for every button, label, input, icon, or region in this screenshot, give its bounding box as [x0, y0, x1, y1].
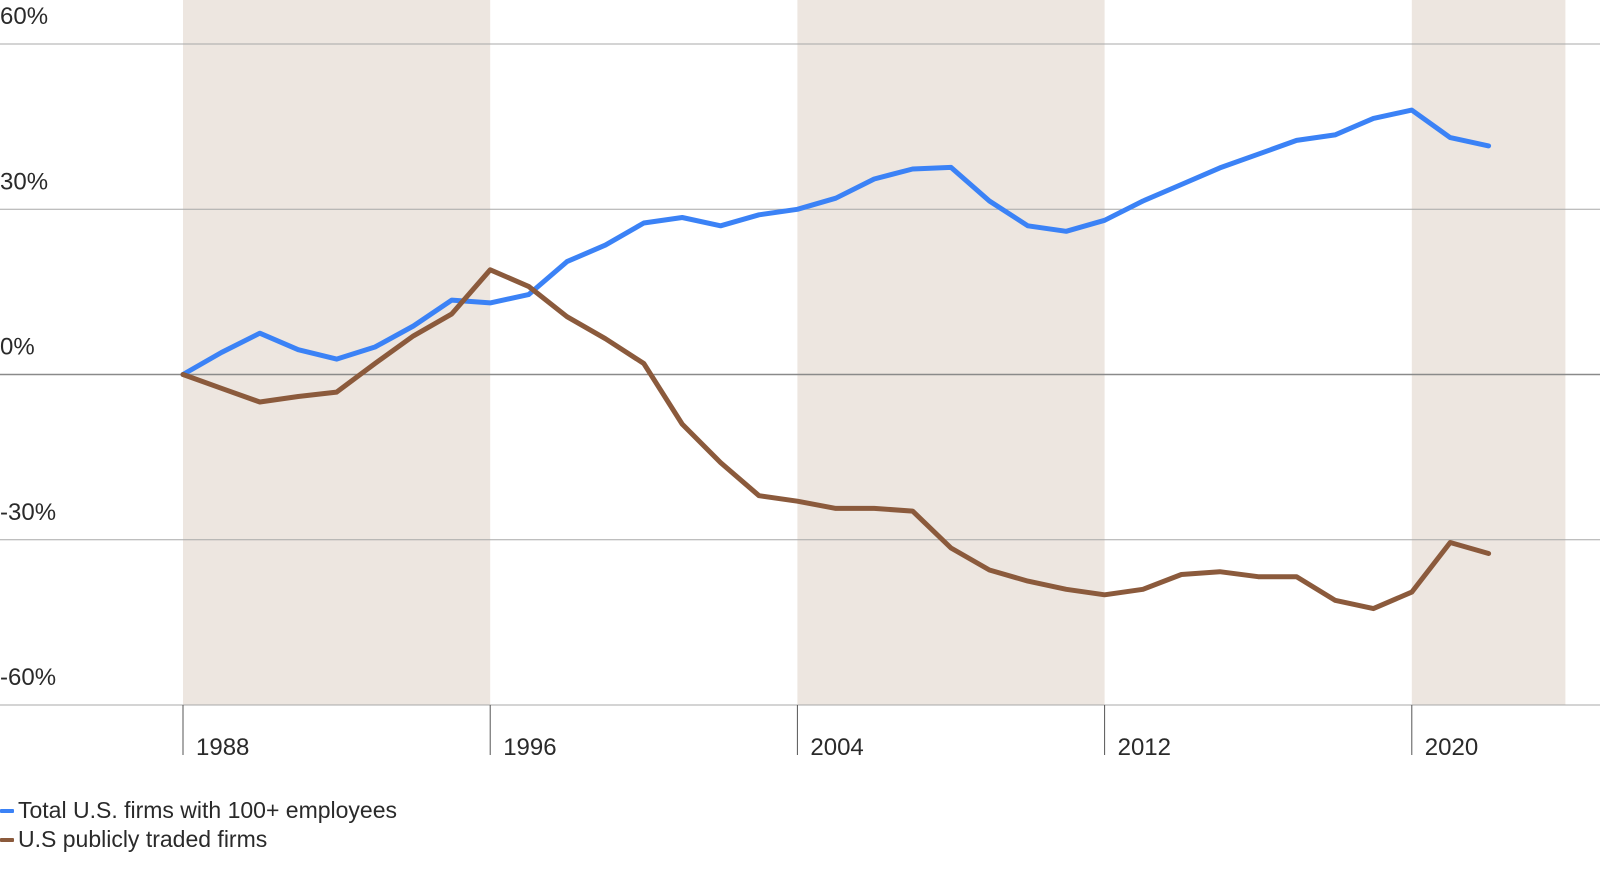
shaded-period-0	[183, 0, 491, 705]
legend-label-public-firms: U.S publicly traded firms	[18, 826, 268, 852]
series-line-total-firms	[180, 107, 1492, 377]
shaded-periods	[183, 0, 1566, 705]
xtick-label-1988: 1988	[196, 734, 249, 761]
series-lines	[180, 107, 1492, 612]
xtick-label-2012: 2012	[1118, 734, 1171, 761]
shaded-period-2	[1411, 0, 1566, 705]
x-axis: 1988 1996 2004 2012 2020	[182, 705, 1478, 761]
legend: Total U.S. firms with 100+ employees U.S…	[0, 796, 397, 854]
legend-swatch-total-firms	[0, 808, 14, 813]
xtick-label-2020: 2020	[1425, 734, 1478, 761]
y-axis-labels: 60% 30% 0% -30% -60%	[0, 3, 56, 691]
legend-item-public-firms: U.S publicly traded firms	[0, 825, 397, 854]
series-line-public-firms	[180, 267, 1492, 612]
ytick-label-0%: 0%	[0, 334, 35, 361]
gridlines	[0, 43, 1600, 706]
xtick-label-1996: 1996	[503, 734, 556, 761]
shaded-period-1	[797, 0, 1105, 705]
legend-swatch-public-firms	[0, 837, 14, 842]
ytick-label-60%: 60%	[0, 3, 48, 30]
xtick-label-2004: 2004	[810, 734, 863, 761]
ytick-label--30%: -30%	[0, 499, 56, 526]
ytick-label-30%: 30%	[0, 168, 48, 195]
legend-label-total-firms: Total U.S. firms with 100+ employees	[18, 797, 398, 823]
ytick-label--60%: -60%	[0, 664, 56, 691]
legend-item-total-firms: Total U.S. firms with 100+ employees	[0, 796, 397, 825]
